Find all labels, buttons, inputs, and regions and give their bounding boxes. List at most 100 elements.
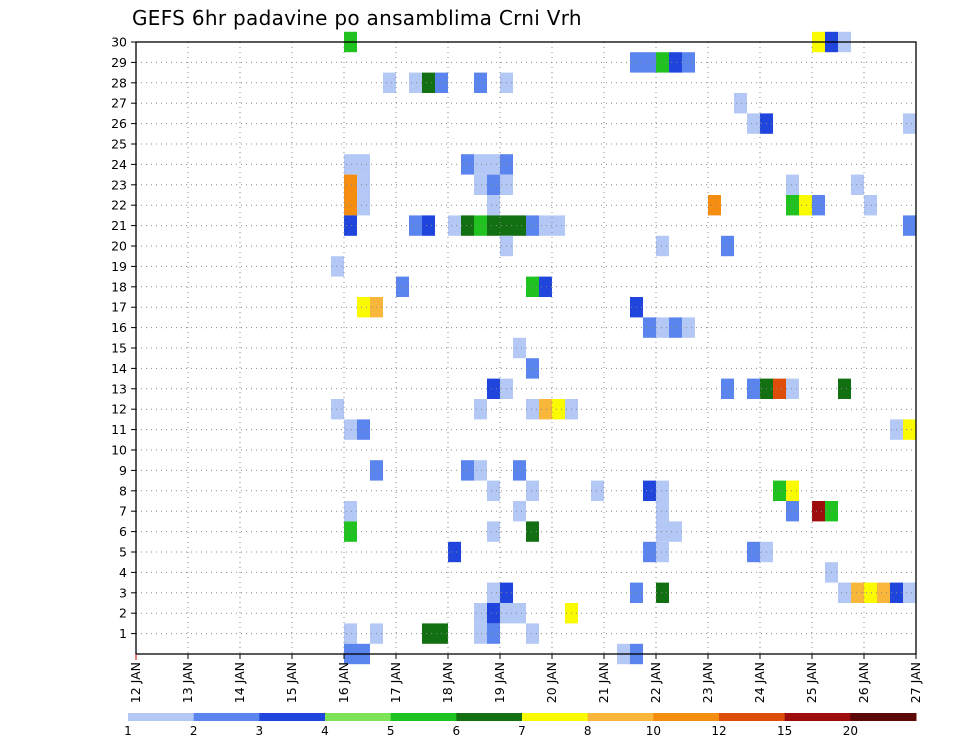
heatmap-cell: [773, 480, 786, 501]
heatmap-cell: [344, 419, 357, 440]
heatmap-cell: [357, 195, 370, 216]
heatmap-cell: [487, 195, 500, 216]
heatmap-cell: [526, 480, 539, 501]
y-tick-label: 17: [111, 300, 127, 315]
y-tick-label: 7: [119, 504, 127, 519]
heatmap-cell: [669, 317, 682, 338]
heatmap-cell: [786, 480, 799, 501]
x-tick-label: 24 JAN: [752, 662, 767, 703]
heatmap-cell: [864, 195, 877, 216]
legend-label: 12: [711, 724, 726, 738]
legend-swatch: [653, 713, 720, 721]
heatmap-cell: [409, 215, 422, 236]
heatmap-cell: [721, 235, 734, 257]
legend-swatch: [259, 713, 326, 721]
legend-label: 6: [453, 724, 461, 738]
heatmap-cell: [747, 113, 760, 134]
x-tick-label: 16 JAN: [336, 662, 351, 703]
heatmap-cell: [539, 276, 552, 297]
heatmap-cell: [903, 215, 916, 236]
heatmap-cell: [526, 215, 539, 236]
heatmap-cell: [786, 195, 799, 216]
x-tick-label: 27 JAN: [908, 662, 923, 703]
legend-label: 2: [190, 724, 198, 738]
heatmap-cell: [422, 72, 435, 93]
y-tick-label: 25: [111, 137, 127, 152]
y-tick-label: 30: [111, 35, 127, 50]
x-tick-label: 15 JAN: [284, 662, 299, 703]
heatmap-cell: [487, 174, 500, 195]
heatmap-cell: [786, 174, 799, 195]
x-tick-label: 17 JAN: [388, 662, 403, 703]
heatmap-cell: [552, 215, 565, 236]
heatmap-cell: [656, 480, 669, 501]
heatmap-cell: [643, 541, 656, 563]
y-tick-label: 27: [111, 96, 127, 111]
y-tick-label: 1: [119, 626, 127, 641]
chart-title: GEFS 6hr padavine po ansamblima Crni Vrh: [132, 6, 582, 30]
y-tick-label: 8: [119, 483, 127, 498]
heatmap-cell: [487, 480, 500, 501]
y-tick-label: 2: [119, 606, 127, 621]
legend-label: 15: [777, 724, 792, 738]
heatmap-cell: [656, 52, 669, 73]
heatmap-cell: [344, 501, 357, 522]
heatmap-cell: [526, 623, 539, 644]
legend-swatch: [850, 713, 917, 721]
y-tick-label: 10: [111, 443, 127, 458]
heatmap-cell: [357, 297, 370, 318]
heatmap-cell: [851, 174, 864, 195]
y-tick-label: 24: [111, 157, 127, 172]
legend-label: 1: [124, 724, 132, 738]
heatmap-cell: [656, 521, 669, 542]
y-tick-label: 14: [111, 361, 127, 376]
legend-label: 5: [387, 724, 395, 738]
x-tick-label: 23 JAN: [700, 662, 715, 703]
y-tick-label: 29: [111, 55, 127, 70]
legend-swatch: [522, 713, 589, 721]
y-tick-label: 11: [111, 422, 127, 437]
heatmap-cell: [513, 337, 526, 359]
legend-swatch: [128, 713, 195, 721]
heatmap-cell: [513, 460, 526, 481]
x-tick-label: 14 JAN: [232, 662, 247, 703]
legend-label: 8: [584, 724, 592, 738]
heatmap-cell: [773, 378, 786, 399]
heatmap-cell: [721, 378, 734, 399]
heatmap-cell: [474, 399, 487, 420]
y-tick-label: 19: [111, 259, 127, 274]
y-tick-label: 20: [111, 239, 127, 254]
heatmap-cell: [513, 215, 526, 236]
legend-swatch: [719, 713, 786, 721]
legend-label: 10: [646, 724, 661, 738]
heatmap-cell: [344, 623, 357, 644]
legend-label: 7: [518, 724, 526, 738]
heatmap-cell: [526, 521, 539, 542]
y-tick-label: 9: [119, 463, 127, 478]
heatmap-cell: [461, 215, 474, 236]
heatmap-cell: [682, 52, 695, 73]
heatmap-cell: [643, 52, 656, 73]
x-tick-label: 19 JAN: [492, 662, 507, 703]
heatmap-cell: [409, 72, 422, 93]
heatmap-cell: [487, 215, 500, 236]
legend-swatch: [784, 713, 851, 721]
heatmap-cell: [682, 317, 695, 338]
y-tick-label: 26: [111, 116, 127, 131]
heatmap-cell: [487, 378, 500, 399]
heatmap-cell: [851, 582, 864, 603]
x-tick-label: 22 JAN: [648, 662, 663, 703]
legend-swatch: [325, 713, 392, 721]
heatmap-cell: [344, 215, 357, 236]
heatmap-cell: [357, 419, 370, 440]
heatmap-cell: [344, 521, 357, 542]
heatmap-cell: [474, 215, 487, 236]
heatmap-cell: [513, 603, 526, 624]
heatmap-cell: [552, 399, 565, 420]
heatmap-cell: [487, 154, 500, 175]
heatmap-cell: [422, 215, 435, 236]
heatmap-cell: [786, 501, 799, 522]
heatmap-cell: [539, 215, 552, 236]
heatmap-cell: [461, 460, 474, 481]
